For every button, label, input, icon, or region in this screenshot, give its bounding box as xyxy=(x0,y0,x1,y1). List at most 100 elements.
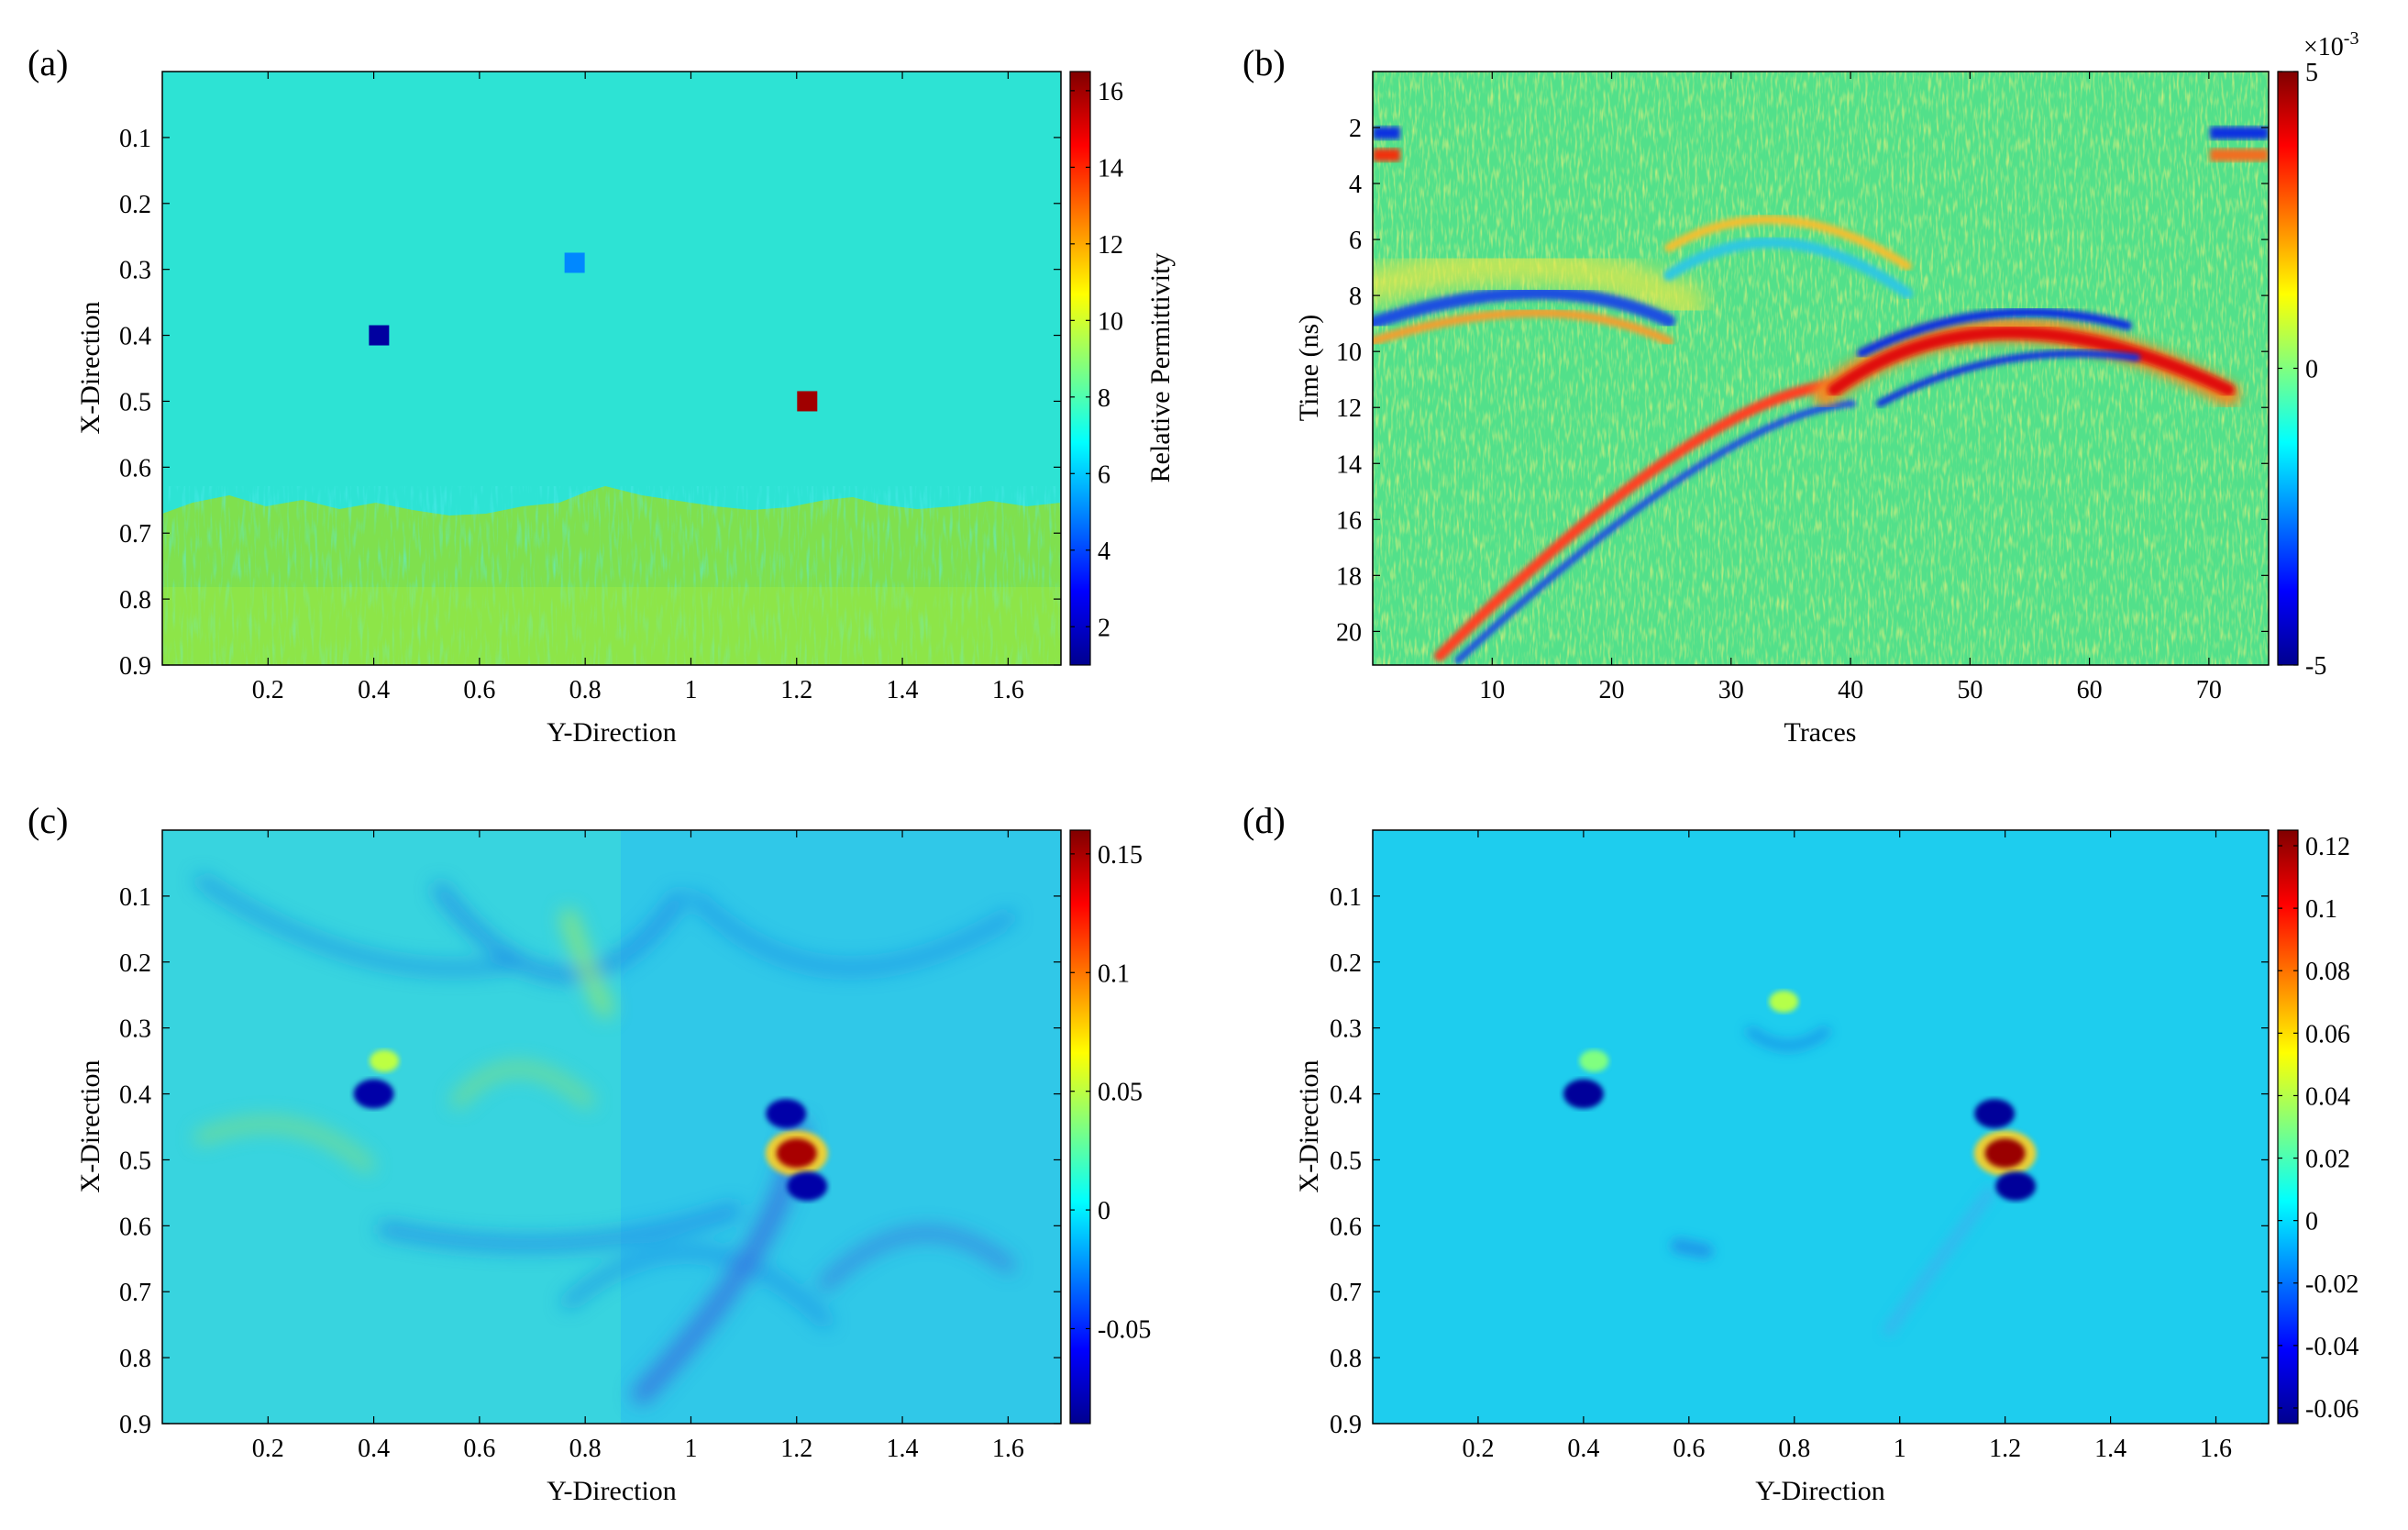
y-axis-label-c: X-Direction xyxy=(75,1060,105,1193)
x-tick-label: 1.4 xyxy=(2094,1435,2126,1463)
y-tick-label: 0.5 xyxy=(119,388,151,416)
y-tick-label: 12 xyxy=(1336,394,1362,423)
peak-marks-c xyxy=(353,1049,828,1202)
y-axis-label-a: X-Direction xyxy=(75,302,105,435)
permittivity-target xyxy=(797,391,818,412)
y-tick-label: 0.7 xyxy=(119,520,151,549)
x-tick-label: 0.6 xyxy=(463,1435,495,1463)
x-tick-label: 0.4 xyxy=(358,1435,390,1463)
y-ticks-d: 0.1 0.2 0.3 0.4 0.5 0.6 0.7 0.8 0.9 xyxy=(1330,883,2269,1439)
y-tick-label: 0.3 xyxy=(1330,1015,1362,1044)
x-ticks-b: 10 20 30 40 50 60 70 xyxy=(1479,72,2222,704)
x-tick-label: 60 xyxy=(2077,676,2103,704)
y-tick-label: 0.2 xyxy=(1330,949,1362,978)
y-tick-label: 0.4 xyxy=(119,323,151,351)
peak-spot xyxy=(370,1049,400,1072)
y-tick-label: 0.5 xyxy=(1330,1147,1362,1175)
permittivity-target xyxy=(369,325,390,346)
panel-label-a: (a) xyxy=(28,42,68,83)
x-tick-label: 70 xyxy=(2196,676,2222,704)
peak-spot xyxy=(1579,1049,1609,1072)
peak-marks-d xyxy=(1563,990,2037,1202)
colorbar-tick-label: 0 xyxy=(2305,1208,2318,1236)
panel-label-c: (c) xyxy=(28,800,68,841)
heatmap-a xyxy=(162,72,1061,665)
colorbar-tick-label: 6 xyxy=(1098,460,1110,489)
x-axis-label-a: Y-Direction xyxy=(547,717,677,748)
y-tick-label: 20 xyxy=(1336,618,1362,647)
x-tick-label: 1 xyxy=(684,676,697,704)
y-tick-label: 0.6 xyxy=(119,1213,151,1241)
y-tick-label: 0.1 xyxy=(1330,883,1362,912)
x-tick-label: 0.2 xyxy=(252,676,284,704)
heatmap-d xyxy=(1373,830,2269,1424)
y-tick-label: 14 xyxy=(1336,450,1362,479)
colorbar-tick-label: 0.06 xyxy=(2305,1020,2350,1048)
y-axis-label-d: X-Direction xyxy=(1294,1060,1324,1193)
colorbar-a xyxy=(1069,71,1091,666)
colorbar-tick-label: 0 xyxy=(1098,1197,1110,1225)
y-ticks-a: 0.1 0.2 0.3 0.4 0.5 0.6 0.7 0.8 0.9 xyxy=(119,125,1061,681)
axes-frame-b xyxy=(1372,71,2270,666)
x-tick-label: 1.2 xyxy=(780,676,812,704)
x-tick-label: 0.6 xyxy=(463,676,495,704)
colorbar-tick-label: 4 xyxy=(1098,538,1110,566)
colorbar-tick-label: 0.12 xyxy=(2305,833,2350,861)
heatmap-c xyxy=(162,830,1061,1424)
y-tick-label: 0.1 xyxy=(119,883,151,912)
colorbar-tick-label: 16 xyxy=(1098,78,1123,106)
colorbar-tick-label: 0.05 xyxy=(1098,1079,1143,1107)
x-tick-label: 1.2 xyxy=(1989,1435,2021,1463)
y-tick-label: 0.2 xyxy=(119,949,151,978)
peak-spot xyxy=(1563,1079,1604,1109)
colorbar-tick-label: 0.1 xyxy=(2305,895,2337,924)
x-tick-label: 1.6 xyxy=(992,676,1024,704)
colorbar-tick-label: 8 xyxy=(1098,384,1110,413)
x-tick-label: 0.2 xyxy=(1462,1435,1494,1463)
y-tick-label: 0.4 xyxy=(119,1081,151,1110)
colorbar-tick-label: 0.15 xyxy=(1098,841,1143,870)
y-tick-label: 0.6 xyxy=(1330,1213,1362,1241)
y-tick-label: 18 xyxy=(1336,562,1362,591)
x-tick-label: 40 xyxy=(1838,676,1863,704)
colorbar-d xyxy=(2277,829,2299,1425)
y-tick-label: 0.8 xyxy=(119,586,151,615)
y-tick-label: 0.7 xyxy=(119,1279,151,1307)
y-tick-label: 0.3 xyxy=(119,1015,151,1044)
y-tick-label: 0.2 xyxy=(119,191,151,219)
x-tick-label: 0.4 xyxy=(1567,1435,1599,1463)
panel-c: (c) 0.2 0.4 0.6 0.8 1 1.2 1.4 1.6 0.10.20.30.40… xyxy=(28,800,1151,1506)
target-marks xyxy=(369,252,818,412)
x-tick-label: 0.8 xyxy=(1778,1435,1810,1463)
y-tick-label: 0.4 xyxy=(1330,1081,1362,1110)
peak-spot xyxy=(353,1079,394,1109)
colorbar-tick-label: -5 xyxy=(2305,652,2326,681)
x-tick-label: 1.6 xyxy=(2200,1435,2232,1463)
colorbar-tick-label: 0.1 xyxy=(1098,959,1130,988)
colorbar-ticks-d: 0.12 0.1 0.08 0.06 0.04 0.02 0 -0.02 -0.04 -0.06 xyxy=(2278,833,2358,1424)
y-tick-label: 0.6 xyxy=(119,454,151,482)
peak-spot xyxy=(776,1138,817,1169)
peak-spot xyxy=(1995,1171,2037,1202)
axes-frame-c xyxy=(161,829,1062,1425)
y-ticks-b: 2 4 6 8 10 12 14 16 18 20 xyxy=(1336,115,2269,647)
x-tick-label: 0.8 xyxy=(569,676,602,704)
colorbar-tick-label: -0.04 xyxy=(2305,1333,2358,1361)
y-tick-label: 0.7 xyxy=(1330,1279,1362,1307)
y-tick-label: 0.1 xyxy=(119,125,151,153)
y-tick-label: 0.3 xyxy=(119,257,151,285)
x-tick-label: 0.2 xyxy=(252,1435,284,1463)
panel-b: (b) 10 20 xyxy=(1243,28,2358,748)
y-tick-label: 0.8 xyxy=(1330,1345,1362,1373)
x-tick-label: 0.6 xyxy=(1673,1435,1705,1463)
colorbar-tick-label: 0.08 xyxy=(2305,958,2350,986)
y-tick-label: 10 xyxy=(1336,338,1362,367)
x-tick-label: 0.8 xyxy=(569,1435,602,1463)
axes-frame-d xyxy=(1372,829,2270,1425)
x-tick-label: 1.4 xyxy=(887,676,919,704)
panel-label-b: (b) xyxy=(1243,42,1286,83)
x-tick-label: 1.6 xyxy=(992,1435,1024,1463)
axes-frame-a xyxy=(161,71,1062,666)
colorbar-ticks-c: 0.15 0.1 0.05 0 -0.05 xyxy=(1070,841,1151,1344)
heatmap-b xyxy=(1373,72,2269,665)
